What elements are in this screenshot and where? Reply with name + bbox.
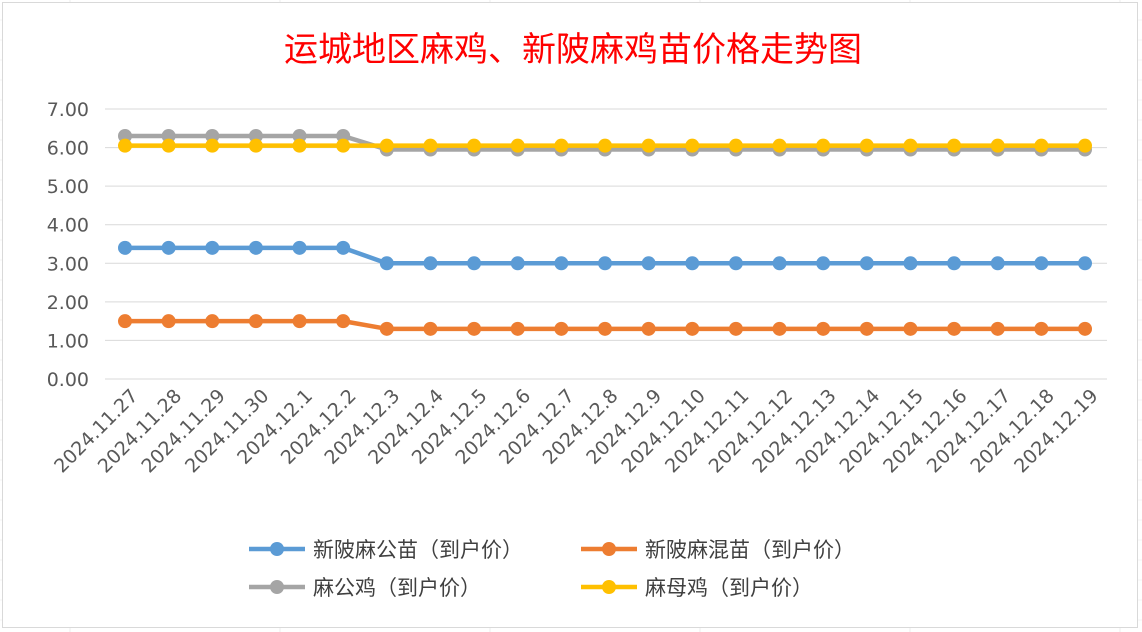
data-point bbox=[118, 138, 132, 153]
data-point bbox=[1034, 138, 1049, 153]
data-point bbox=[336, 129, 351, 143]
data-point bbox=[248, 129, 263, 143]
legend-swatch-marker bbox=[602, 580, 616, 594]
data-point bbox=[161, 240, 176, 255]
data-point bbox=[903, 138, 918, 153]
data-point bbox=[1078, 321, 1092, 336]
data-point bbox=[292, 314, 307, 329]
data-point bbox=[1034, 256, 1049, 271]
data-point bbox=[554, 256, 569, 271]
data-point bbox=[772, 138, 787, 153]
data-point bbox=[728, 321, 743, 336]
data-point bbox=[598, 321, 612, 336]
data-point bbox=[423, 138, 438, 153]
y-axis-ticks: 0.00 1.00 2.00 3.00 4.00 5.00 6.00 7.00 bbox=[47, 99, 89, 391]
data-point bbox=[554, 321, 569, 336]
y-tick-label: 1.00 bbox=[47, 330, 89, 352]
series-group bbox=[118, 129, 1092, 336]
data-point bbox=[336, 138, 351, 153]
data-point bbox=[859, 138, 874, 153]
data-point bbox=[1078, 256, 1092, 271]
data-point bbox=[510, 256, 525, 271]
data-point bbox=[903, 256, 918, 271]
data-point bbox=[685, 138, 700, 153]
data-point bbox=[990, 256, 1005, 271]
data-point bbox=[118, 240, 132, 255]
data-point bbox=[205, 240, 220, 255]
legend-swatch-marker bbox=[602, 542, 616, 556]
data-point bbox=[205, 314, 220, 329]
data-point bbox=[728, 138, 743, 153]
data-point bbox=[947, 256, 962, 271]
data-point bbox=[598, 138, 612, 153]
data-point bbox=[859, 321, 874, 336]
y-tick-label: 4.00 bbox=[47, 215, 89, 237]
legend-swatch-marker bbox=[270, 542, 284, 556]
line-chart: 运城地区麻鸡、新陂麻鸡苗价格走势图 0.00 1.00 2.00 3.00 4.00 5.… bbox=[47, 30, 1107, 600]
data-point bbox=[161, 138, 176, 153]
data-point bbox=[467, 138, 482, 153]
data-point bbox=[641, 256, 656, 271]
data-point bbox=[292, 138, 307, 153]
data-point bbox=[336, 240, 351, 255]
data-point bbox=[903, 321, 918, 336]
data-point bbox=[772, 256, 787, 271]
data-point bbox=[816, 138, 831, 153]
data-point bbox=[248, 314, 263, 329]
data-point bbox=[161, 314, 176, 329]
y-tick-label: 6.00 bbox=[47, 138, 89, 160]
data-point bbox=[205, 129, 220, 143]
data-point bbox=[772, 321, 787, 336]
data-point bbox=[685, 321, 700, 336]
data-point bbox=[423, 256, 438, 271]
data-point bbox=[990, 138, 1005, 153]
data-point bbox=[467, 321, 482, 336]
data-point bbox=[685, 256, 700, 271]
data-point bbox=[248, 138, 263, 153]
data-point bbox=[816, 256, 831, 271]
x-axis-ticks: 2024.11.272024.11.282024.11.292024.11.30… bbox=[50, 385, 1102, 477]
legend-label: 麻公鸡（到户价） bbox=[313, 576, 481, 600]
data-point bbox=[205, 138, 220, 153]
legend-label: 新陂麻混苗（到户价） bbox=[645, 538, 855, 562]
chart-title: 运城地区麻鸡、新陂麻鸡苗价格走势图 bbox=[284, 30, 862, 70]
legend: 新陂麻公苗（到户价） 新陂麻混苗（到户价） 麻公鸡（到户价） 麻母鸡（到户价） bbox=[249, 538, 855, 600]
data-point bbox=[947, 321, 962, 336]
data-point bbox=[118, 314, 132, 329]
data-point bbox=[161, 129, 176, 143]
data-point bbox=[292, 240, 307, 255]
y-tick-label: 5.00 bbox=[47, 176, 89, 198]
data-point bbox=[641, 138, 656, 153]
legend-swatch-marker bbox=[270, 580, 284, 594]
data-point bbox=[510, 321, 525, 336]
y-tick-label: 0.00 bbox=[47, 369, 89, 391]
data-point bbox=[816, 321, 831, 336]
data-point bbox=[423, 321, 438, 336]
data-point bbox=[641, 321, 656, 336]
data-point bbox=[379, 256, 394, 271]
data-point bbox=[990, 321, 1005, 336]
data-point bbox=[1078, 138, 1092, 153]
legend-label: 新陂麻公苗（到户价） bbox=[313, 538, 523, 562]
y-tick-label: 7.00 bbox=[47, 99, 89, 121]
data-point bbox=[947, 138, 962, 153]
data-point bbox=[554, 138, 569, 153]
y-tick-label: 2.00 bbox=[47, 292, 89, 314]
data-point bbox=[598, 256, 612, 271]
legend-label: 麻母鸡（到户价） bbox=[645, 576, 813, 600]
data-point bbox=[1034, 321, 1049, 336]
data-point bbox=[248, 240, 263, 255]
data-point bbox=[728, 256, 743, 271]
data-point bbox=[118, 129, 132, 143]
data-point bbox=[510, 138, 525, 153]
data-point bbox=[379, 321, 394, 336]
data-point bbox=[379, 138, 394, 153]
y-tick-label: 3.00 bbox=[47, 253, 89, 275]
data-point bbox=[292, 129, 307, 143]
data-point bbox=[859, 256, 874, 271]
data-point bbox=[336, 314, 351, 329]
data-point bbox=[467, 256, 482, 271]
